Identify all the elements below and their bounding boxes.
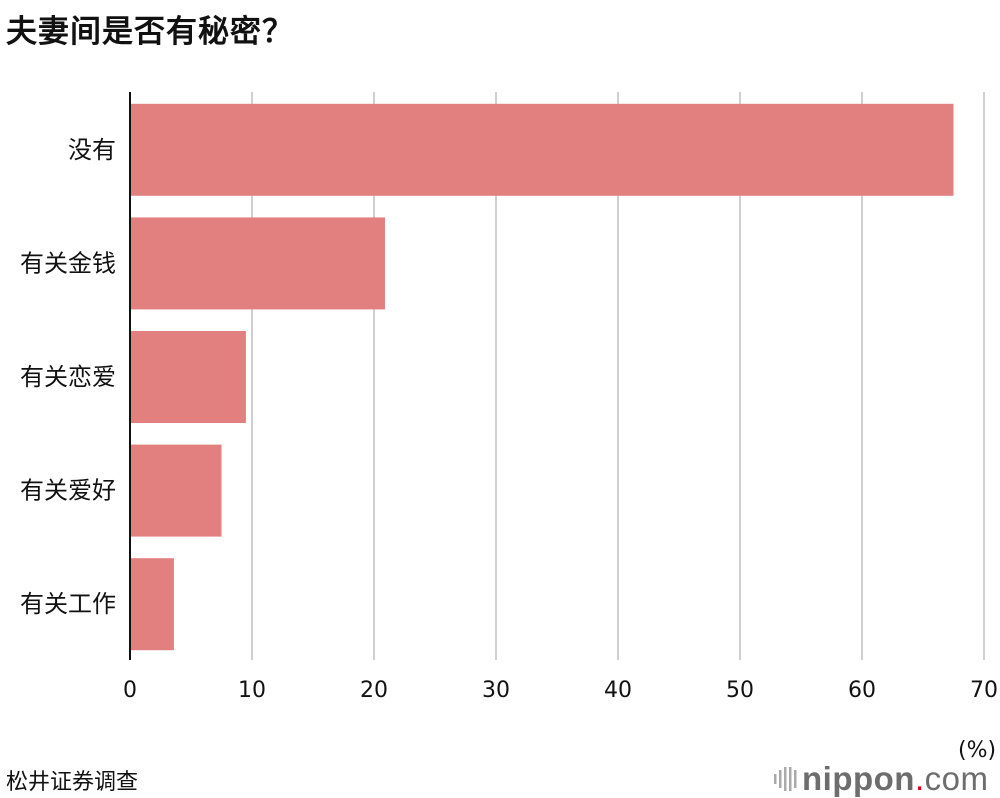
x-tick-label: 50 [726,678,754,703]
x-tick-label: 0 [123,678,137,703]
logo-text-light: com [924,760,989,797]
bar [130,558,174,651]
source-note: 松井证券调查 [6,770,139,795]
x-tick-label: 40 [604,678,632,703]
category-label: 没有 [68,136,116,164]
x-tick-label: 20 [360,678,388,703]
sound-wave-icon [774,767,797,791]
bar [130,103,954,196]
x-tick-label: 30 [482,678,510,703]
category-label: 有关恋爱 [20,363,116,391]
bar [130,331,246,423]
x-tick-label: 70 [970,678,998,703]
category-label: 有关爱好 [20,477,116,505]
bar [130,444,222,537]
chart-title: 夫妻间是否有秘密？ [6,14,294,50]
x-tick-label: 10 [238,678,266,703]
category-label: 有关金钱 [20,249,116,277]
nippon-logo: nippon. com [772,760,988,798]
x-tick-label: 60 [848,678,876,703]
logo-dot: . [914,760,925,797]
x-axis-unit: (%) [958,738,997,763]
category-label: 有关工作 [20,590,116,618]
logo-text-bold: nippon [802,760,915,797]
bar [130,217,385,310]
